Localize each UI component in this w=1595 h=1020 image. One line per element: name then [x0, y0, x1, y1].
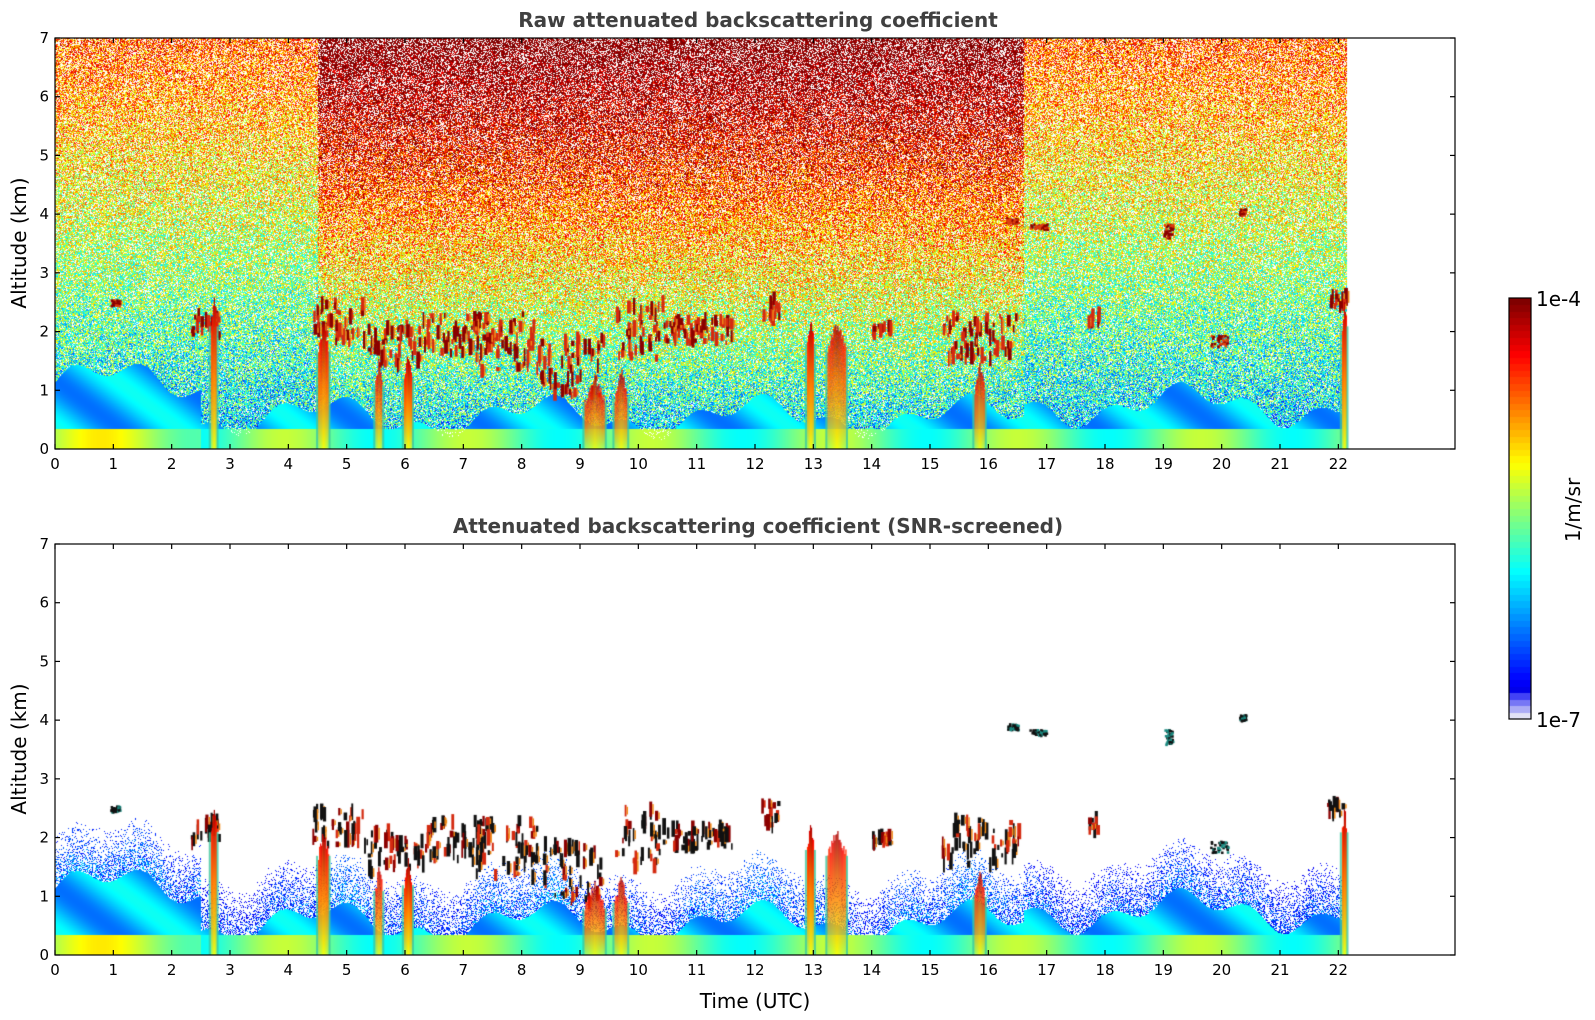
- x-tick-label: 12: [745, 455, 764, 473]
- top-axis-ticks: 0 1 2 3 4 5 6 7 8 9 10 11 12 13 14 15 16 17 18 19 20 21 220123…: [39, 29, 1455, 473]
- x-tick-label: 20: [1212, 961, 1231, 979]
- x-tick-label: 4: [284, 961, 294, 979]
- y-tick-label: 7: [39, 535, 49, 553]
- colorbar-gradient: [1509, 298, 1531, 719]
- x-tick-label: 0: [50, 961, 60, 979]
- y-tick-label: 1: [39, 887, 49, 905]
- x-tick-label: 11: [687, 961, 706, 979]
- x-tick-label: 5: [342, 455, 352, 473]
- x-tick-label: 13: [804, 455, 823, 473]
- x-tick-label: 10: [629, 961, 648, 979]
- x-axis-label: Time (UTC): [699, 989, 811, 1013]
- top-panel-title: Raw attenuated backscattering coefficien…: [518, 8, 998, 32]
- x-tick-label: 22: [1329, 961, 1348, 979]
- x-tick-label: 16: [979, 455, 998, 473]
- x-tick-label: 3: [225, 961, 235, 979]
- bottom-y-axis-label: Altitude (km): [7, 683, 31, 814]
- x-tick-label: 17: [1037, 961, 1056, 979]
- x-tick-label: 15: [920, 455, 939, 473]
- x-tick-label: 0: [50, 455, 60, 473]
- top-panel: Raw attenuated backscattering coefficien…: [7, 8, 1456, 473]
- y-tick-label: 0: [39, 440, 49, 458]
- bottom-axis-ticks: 0 1 2 3 4 5 6 7 8 9 10 11 12 13 14 15 16 17 18 19 20 21 220123…: [39, 535, 1455, 979]
- x-tick-label: 17: [1037, 455, 1056, 473]
- y-tick-label: 4: [39, 711, 49, 729]
- x-tick-label: 22: [1329, 455, 1348, 473]
- y-tick-label: 1: [39, 381, 49, 399]
- x-tick-label: 4: [284, 455, 294, 473]
- x-tick-label: 19: [1154, 961, 1173, 979]
- x-tick-label: 14: [862, 961, 881, 979]
- x-tick-label: 2: [167, 455, 177, 473]
- top-y-axis-label: Altitude (km): [7, 177, 31, 308]
- y-tick-label: 6: [39, 594, 49, 612]
- colorbar: 1e-4 1e-7 1/m/sr: [1508, 287, 1585, 732]
- x-tick-label: 2: [167, 961, 177, 979]
- bottom-heatmap: [55, 544, 1455, 955]
- bottom-heatmap-container: [55, 544, 1455, 955]
- x-tick-label: 9: [575, 455, 585, 473]
- colorbar-min-label: 1e-7: [1536, 708, 1581, 732]
- y-tick-label: 5: [39, 652, 49, 670]
- x-tick-label: 5: [342, 961, 352, 979]
- y-tick-label: 6: [39, 88, 49, 106]
- y-tick-label: 5: [39, 146, 49, 164]
- x-tick-label: 21: [1270, 961, 1289, 979]
- y-tick-label: 2: [39, 323, 49, 341]
- x-tick-label: 10: [629, 455, 648, 473]
- colorbar-gradient-container: [1509, 298, 1531, 719]
- x-tick-label: 1: [109, 961, 119, 979]
- x-tick-label: 15: [920, 961, 939, 979]
- colorbar-frame: [1508, 297, 1532, 720]
- x-tick-label: 7: [459, 455, 469, 473]
- x-tick-label: 18: [1095, 455, 1114, 473]
- bottom-panel: Attenuated backscattering coefficient (S…: [7, 514, 1456, 1013]
- bottom-panel-title: Attenuated backscattering coefficient (S…: [453, 514, 1063, 538]
- y-tick-label: 2: [39, 829, 49, 847]
- x-tick-label: 1: [109, 455, 119, 473]
- x-tick-label: 6: [400, 961, 410, 979]
- y-tick-label: 3: [39, 770, 49, 788]
- x-tick-label: 12: [745, 961, 764, 979]
- x-tick-label: 6: [400, 455, 410, 473]
- colorbar-max-label: 1e-4: [1536, 287, 1581, 311]
- x-tick-label: 18: [1095, 961, 1114, 979]
- x-tick-label: 19: [1154, 455, 1173, 473]
- y-tick-label: 7: [39, 29, 49, 47]
- x-tick-label: 16: [979, 961, 998, 979]
- x-tick-label: 11: [687, 455, 706, 473]
- x-tick-label: 8: [517, 455, 527, 473]
- top-heatmap-container: [55, 38, 1455, 449]
- x-tick-label: 3: [225, 455, 235, 473]
- x-tick-label: 13: [804, 961, 823, 979]
- top-heatmap: [55, 38, 1455, 449]
- y-tick-label: 4: [39, 205, 49, 223]
- x-tick-label: 14: [862, 455, 881, 473]
- y-tick-label: 3: [39, 264, 49, 282]
- x-tick-label: 8: [517, 961, 527, 979]
- x-tick-label: 9: [575, 961, 585, 979]
- x-tick-label: 21: [1270, 455, 1289, 473]
- y-tick-label: 0: [39, 946, 49, 964]
- x-tick-label: 7: [459, 961, 469, 979]
- x-tick-label: 20: [1212, 455, 1231, 473]
- colorbar-unit-label: 1/m/sr: [1561, 477, 1585, 542]
